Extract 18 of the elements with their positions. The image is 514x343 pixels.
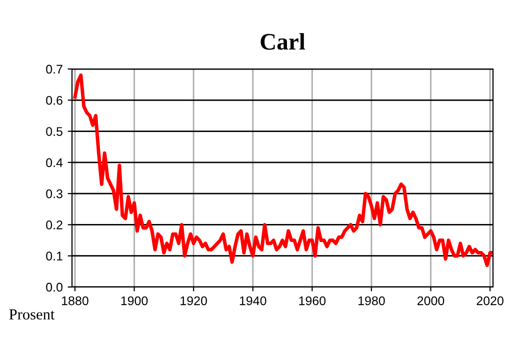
- y-tick-label: 0.0: [46, 282, 62, 292]
- x-tick-label: 1980: [358, 296, 385, 306]
- y-tick-label: 0.1: [46, 252, 62, 261]
- y-axis-title: Prosent: [9, 309, 55, 320]
- y-tick-label: 0.5: [46, 127, 62, 136]
- y-tick-label: 0.3: [46, 189, 62, 198]
- x-tick-label: 1900: [121, 296, 148, 306]
- y-tick-label: 0.4: [46, 158, 63, 168]
- x-tick-label: 1880: [62, 296, 88, 306]
- x-tick-label: 1920: [180, 296, 207, 306]
- x-tick-label: 1940: [240, 296, 266, 306]
- y-tick-label: 0.6: [46, 96, 62, 105]
- x-tick-label: 2000: [417, 296, 444, 306]
- y-tick-label: 0.7: [46, 64, 62, 74]
- y-tick-label: 0.2: [46, 220, 62, 230]
- x-tick-label: 1960: [299, 296, 326, 306]
- x-tick-label: 2020: [476, 296, 504, 306]
- chart-title: Carl: [260, 33, 306, 50]
